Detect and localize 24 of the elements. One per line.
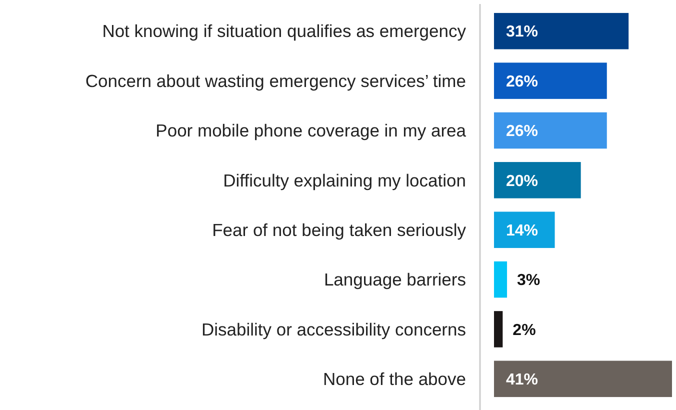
data-label: 2%: [512, 322, 536, 339]
data-label: 3%: [517, 272, 540, 290]
bar: [494, 12, 629, 50]
y-tick-label: Poor mobile phone coverage in my area: [156, 120, 466, 141]
y-tick-label: None of the above: [322, 369, 466, 390]
y-tick-label: Disability or accessibility concerns: [201, 319, 466, 340]
data-label: 31%: [506, 24, 538, 41]
bar: [494, 261, 508, 298]
bar: [494, 112, 607, 149]
data-label: 20%: [506, 172, 538, 190]
data-label: 41%: [506, 371, 538, 388]
bar: [494, 212, 555, 248]
bar: [494, 311, 503, 348]
bar: [494, 162, 581, 198]
data-label: 26%: [506, 123, 538, 140]
y-tick-label: Concern about wasting emergency services’ time: [85, 70, 466, 91]
y-tick-label: Not knowing if situation qualifies as emergency: [102, 21, 466, 42]
bar: [494, 360, 672, 398]
y-tick-label: Fear of not being taken seriously: [212, 220, 466, 240]
bar: [494, 62, 607, 99]
data-label: 26%: [506, 73, 538, 90]
data-label: 14%: [506, 222, 538, 240]
y-tick-label: Language barriers: [324, 270, 466, 290]
y-tick-label: Difficulty explaining my location: [223, 170, 466, 190]
